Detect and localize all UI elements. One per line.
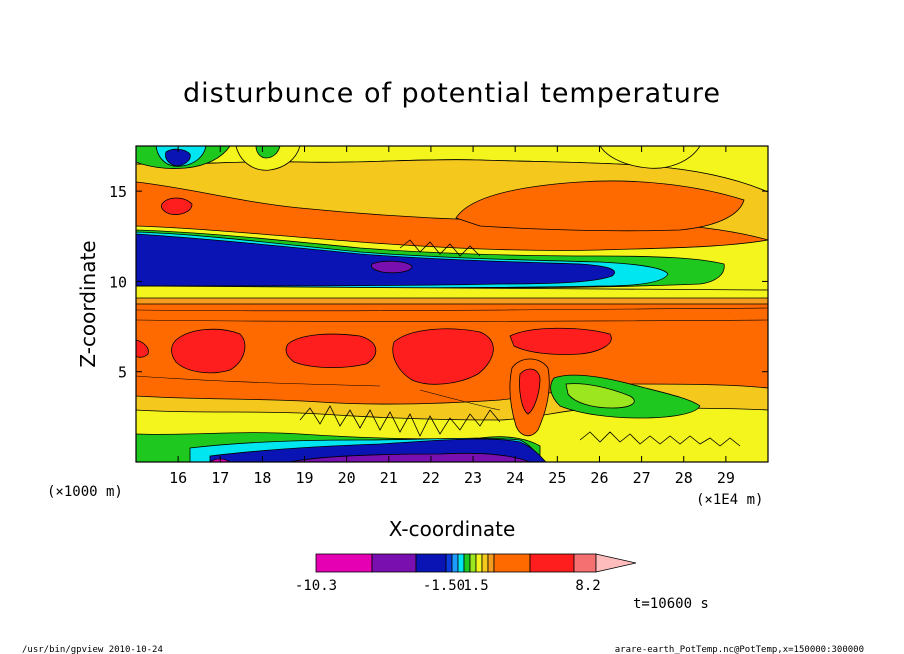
plot-frame bbox=[135, 145, 769, 463]
contour-jagged-lower bbox=[299, 405, 501, 437]
x-tick-label: 24 bbox=[506, 469, 524, 487]
colorbar-swatch bbox=[475, 553, 483, 573]
colorbar-swatch bbox=[573, 553, 597, 573]
x-axis: 16 17 18 19 20 21 22 23 24 25 26 27 28 29 bbox=[169, 146, 735, 487]
x-axis-title: X-coordinate bbox=[389, 517, 516, 541]
contour-band-upper-blue bbox=[136, 233, 615, 287]
contour-jagged-upper bbox=[399, 239, 481, 257]
colorbar-swatch bbox=[493, 553, 531, 573]
colorbar-swatch bbox=[451, 553, 459, 573]
contour-upper-orange-lobe bbox=[455, 180, 745, 232]
contour-red-lobe-4 bbox=[509, 327, 612, 355]
contour-red-lobe-1 bbox=[171, 328, 246, 374]
colorbar-label-2: -1.50 bbox=[423, 578, 465, 594]
footer-left: /usr/bin/gpview 2010-10-24 bbox=[22, 645, 163, 654]
contour-low-purple-left bbox=[289, 452, 531, 462]
x-tick-label: 26 bbox=[590, 469, 608, 487]
contour-red-lobe-3 bbox=[392, 328, 494, 385]
footer-right: arare-earth_PotTemp.nc@PotTemp,x=150000:… bbox=[615, 645, 864, 654]
contour-mid-yellow bbox=[136, 285, 768, 301]
y-tick-label: 5 bbox=[118, 364, 127, 382]
contour-band-upper-purple bbox=[371, 260, 413, 274]
x-tick-label: 28 bbox=[675, 469, 693, 487]
x-tick-label: 29 bbox=[717, 469, 735, 487]
contour-upper-red-1 bbox=[161, 197, 193, 215]
colorbar bbox=[315, 553, 637, 573]
x-tick-label: 19 bbox=[296, 469, 314, 487]
x-tick-label: 16 bbox=[169, 469, 187, 487]
contour-lines-mid bbox=[136, 307, 768, 411]
contour-jagged-right bbox=[579, 431, 741, 447]
x-tick-label: 18 bbox=[253, 469, 271, 487]
contour-red-lobe-5 bbox=[136, 339, 149, 358]
x-tick-label: 21 bbox=[380, 469, 398, 487]
colorbar-swatch bbox=[445, 553, 453, 573]
contour-mid-orange bbox=[136, 297, 768, 305]
colorbar-overflow-triangle bbox=[595, 553, 637, 573]
x-tick-label: 20 bbox=[338, 469, 356, 487]
contour-field bbox=[136, 146, 768, 462]
colorbar-swatch bbox=[463, 553, 471, 573]
colorbar-swatch bbox=[481, 553, 489, 573]
x-tick-label: 27 bbox=[633, 469, 651, 487]
x-units-left: (×1000 m) bbox=[47, 484, 123, 500]
x-tick-label: 17 bbox=[211, 469, 229, 487]
y-tick-label: 10 bbox=[109, 273, 127, 291]
contour-low-lightgreen-right bbox=[565, 383, 635, 409]
contour-top-bump-3 bbox=[599, 146, 701, 169]
colorbar-swatch bbox=[315, 553, 373, 573]
colorbar-label-3: 1.5 bbox=[463, 578, 488, 594]
contour-red-lobe-2 bbox=[285, 333, 377, 369]
colorbar-label-4: 8.2 bbox=[575, 578, 600, 594]
x-tick-label: 25 bbox=[548, 469, 566, 487]
y-axis: 5 10 15 bbox=[109, 183, 768, 382]
contour-low-red-columns bbox=[519, 368, 541, 415]
x-tick-label: 23 bbox=[464, 469, 482, 487]
colorbar-swatch bbox=[487, 553, 495, 573]
chart-title: disturbunce of potential temperature bbox=[183, 78, 721, 109]
y-axis-title: Z-coordinate bbox=[76, 240, 100, 367]
colorbar-swatch bbox=[415, 553, 447, 573]
colorbar-swatch bbox=[529, 553, 575, 573]
colorbar-swatch bbox=[457, 553, 465, 573]
colorbar-swatch bbox=[469, 553, 477, 573]
x-units-right: (×1E4 m) bbox=[696, 492, 763, 508]
time-label: t=10600 s bbox=[633, 596, 709, 612]
y-tick-label: 15 bbox=[109, 183, 127, 201]
x-tick-label: 22 bbox=[422, 469, 440, 487]
colorbar-swatch bbox=[371, 553, 417, 573]
colorbar-label-1: -10.3 bbox=[295, 578, 337, 594]
